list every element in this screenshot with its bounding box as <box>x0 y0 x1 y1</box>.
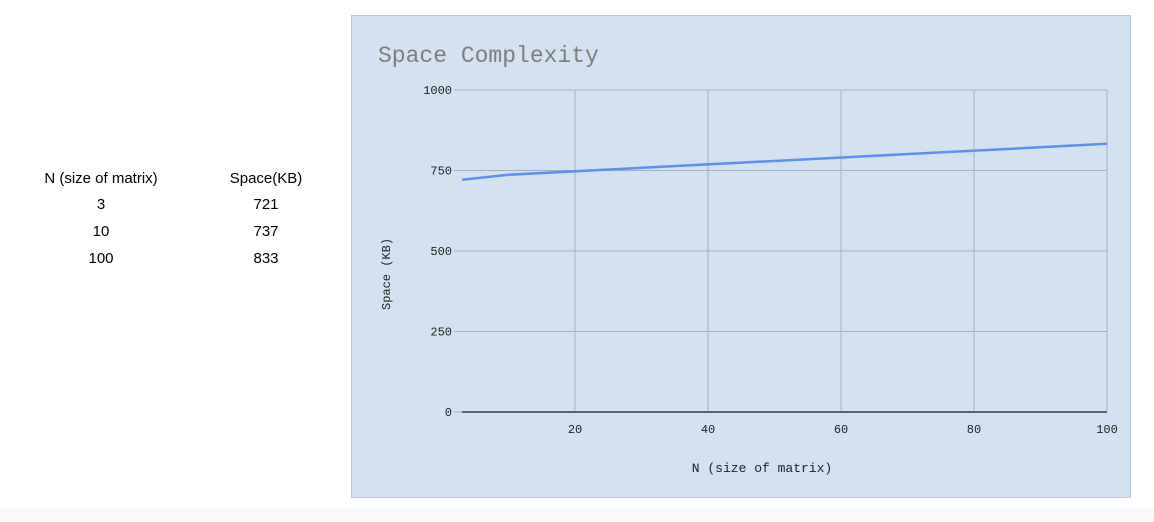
table-cell-space: 737 <box>253 223 279 240</box>
y-axis-title: Space (KB) <box>380 238 394 310</box>
table-cell-space: 833 <box>253 250 279 267</box>
table-cell-space: 721 <box>253 196 279 213</box>
x-tick-label: 20 <box>568 423 582 437</box>
x-axis-title: N (size of matrix) <box>692 461 832 476</box>
table-header-n: N (size of matrix) <box>44 170 158 187</box>
table-cell-n: 100 <box>88 250 114 267</box>
y-tick-label: 1000 <box>423 84 452 98</box>
y-tick-label: 750 <box>430 165 452 179</box>
y-tick-label: 0 <box>445 406 452 420</box>
bottom-strip <box>0 508 1154 522</box>
x-tick-label: 100 <box>1096 423 1118 437</box>
table-header-space: Space(KB) <box>229 170 303 187</box>
label-layer: N (size of matrix) Space (KB) <box>380 238 832 476</box>
line-chart: Space Complexity 0 250 500 750 1000 20 40 60 80 1… <box>378 43 1118 476</box>
y-tick-label: 500 <box>430 245 452 259</box>
grid-layer <box>462 89 1108 412</box>
chart-card[interactable]: Space Complexity 0 250 500 750 1000 20 40 60 80 1… <box>351 15 1131 498</box>
series-layer <box>461 142 1108 182</box>
table-cell-n: 10 <box>92 223 110 240</box>
x-tick-label: 40 <box>701 423 715 437</box>
chart-title: Space Complexity <box>378 43 599 69</box>
x-tick-label: 80 <box>967 423 981 437</box>
axis-layer: 0 250 500 750 1000 20 40 60 80 100 <box>423 84 1118 437</box>
x-tick-label: 60 <box>834 423 848 437</box>
table-cell-n: 3 <box>96 196 106 213</box>
series-line <box>461 142 1108 182</box>
y-tick-label: 250 <box>430 326 452 340</box>
